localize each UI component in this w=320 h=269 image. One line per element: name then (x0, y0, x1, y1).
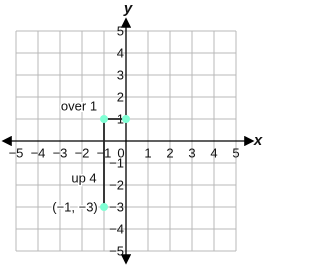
y-tick-label: −4 (109, 221, 124, 236)
point (122, 115, 130, 123)
x-tick-label: 1 (144, 145, 151, 160)
annotation: (−1, −3) (52, 199, 98, 214)
y-tick-label: 3 (117, 67, 124, 82)
y-tick-label: −3 (109, 199, 124, 214)
x-tick-label: 4 (210, 145, 217, 160)
x-tick-label: −2 (75, 145, 90, 160)
annotation: over 1 (61, 98, 97, 113)
y-tick-label: −2 (109, 177, 124, 192)
point (100, 115, 108, 123)
point (100, 203, 108, 211)
x-tick-label: 0 (117, 145, 124, 160)
x-tick-label: −3 (53, 145, 68, 160)
y-tick-label: −5 (109, 243, 124, 258)
y-axis-title: y (123, 0, 133, 17)
x-tick-label: 3 (188, 145, 195, 160)
y-tick-label: 2 (117, 89, 124, 104)
annotation: up 4 (71, 170, 96, 185)
y-tick-label: 5 (117, 23, 124, 38)
y-tick-label: 4 (117, 45, 124, 60)
x-tick-label: −4 (31, 145, 46, 160)
x-tick-label: 5 (232, 145, 239, 160)
x-tick-label: −5 (9, 145, 24, 160)
x-axis-title: x (253, 132, 263, 149)
y-tick-label: −1 (109, 155, 124, 170)
chart: x y −5 −4 −3 −2 −1 0 1 2 3 4 5−5−4−3−2−112345over … (1, 0, 263, 265)
x-tick-label: 2 (166, 145, 173, 160)
